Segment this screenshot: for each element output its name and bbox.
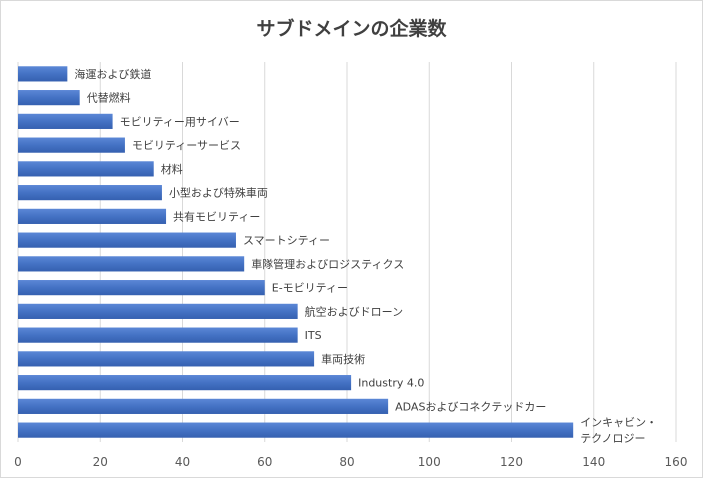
bar [18,398,389,414]
bar-label: 航空およびドローン [305,304,403,318]
bar [18,422,574,438]
bar [18,256,245,272]
bar-label: スマートシティー [243,234,330,247]
x-tick-label: 100 [418,455,441,469]
bar-label: 共有モビリティー [173,209,260,223]
chart-title: サブドメインの企業数 [256,18,447,40]
x-tick-label: 0 [14,455,22,469]
bar-label: E-モビリティー [272,282,348,295]
bar-label: ADASおよびコネクテッドカー [395,400,546,413]
bar-labels: 海運および鉄道代替燃料モビリティー用サイバーモビリティーサービス材料小型および特… [74,67,657,445]
bar-label: 小型および特殊車両 [169,186,268,200]
x-tick-label: 140 [582,455,605,469]
bar [18,66,68,82]
bar [18,351,315,367]
bar-label: 車隊管理およびロジスティクス [251,257,404,271]
bar-label: 海運および鉄道 [74,67,151,81]
bar-label: テクノロジー [580,432,645,445]
bar [18,232,236,248]
bar-label: 代替燃料 [87,91,131,105]
bar-label: インキャビン・ [580,416,657,429]
bar [18,185,162,201]
bars [18,66,574,438]
bar [18,375,352,391]
x-tick-label: 120 [500,455,523,469]
x-tick-label: 160 [665,455,688,469]
bar [18,327,298,343]
bar-label: 車両技術 [321,352,365,366]
bar-label: Industry 4.0 [358,377,424,390]
bar-label: モビリティー用サイバー [120,115,240,128]
bar [18,280,265,296]
bar [18,137,125,153]
x-tick-label: 60 [257,455,272,469]
bar [18,208,167,224]
bar [18,303,298,319]
bar [18,161,154,177]
x-tick-label: 80 [339,455,354,469]
bar-label: ITS [305,329,322,342]
x-axis-ticks: 0 20 40 60 80 100 120 140 160 [14,455,687,469]
bar-label: モビリティーサービス [132,139,241,152]
bar [18,90,80,106]
x-tick-label: 20 [93,455,108,469]
bar-label: 材料 [161,162,183,176]
x-tick-label: 40 [175,455,190,469]
bar [18,113,113,129]
